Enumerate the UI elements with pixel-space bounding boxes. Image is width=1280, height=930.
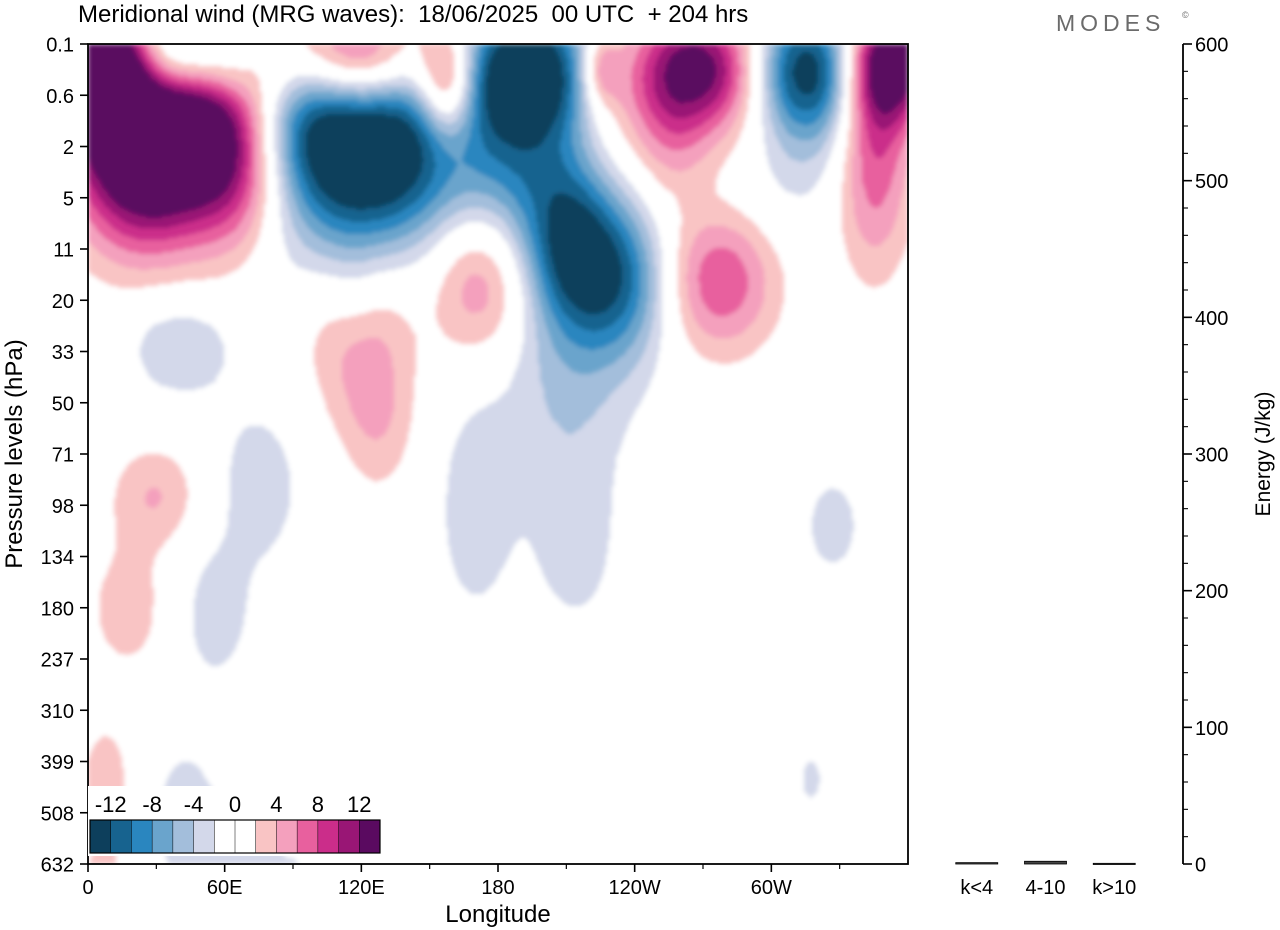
colorbar-swatch [255,820,277,853]
y-tick-label: 5 [63,188,74,210]
wind-field [88,44,908,864]
colorbar-label: 4 [270,792,282,817]
colorbar-swatch [317,820,339,853]
energy-tick-label: 200 [1195,581,1228,603]
energy-categories: k<4 4-10 k>10 [960,877,1136,899]
brand-mark: © [1182,10,1189,20]
energy-bars [955,860,1136,865]
x-axis-label: Longitude [445,901,550,928]
colorbar-swatch [110,820,132,853]
colorbar-swatch [276,820,298,853]
energy-panel: 0 100 200 300 400 500 600 k<4 4-10 k>10 Energy (… [955,35,1275,899]
energy-tick-label: 500 [1195,171,1228,193]
colorbar-swatch [193,820,215,853]
y-tick-label: 0.6 [46,86,74,108]
energy-bar [1024,860,1067,865]
colorbar-label: 8 [312,792,324,817]
colorbar-swatch [131,820,153,853]
colorbar-label: -12 [95,792,127,817]
colorbar-labels: -12 -8 -4 0 4 8 12 [95,792,372,817]
colorbar-swatch [152,820,174,853]
energy-tick-label: 400 [1195,308,1228,330]
chart-title: Meridional wind (MRG waves): 18/06/2025 … [78,1,748,28]
x-tick-label: 120E [338,877,385,899]
y-tick-label: 310 [41,701,74,723]
x-tick-label: 60W [751,877,792,899]
pressure-axis: 0.1 0.6 2 5 11 20 33 50 71 98 134 180 237 310 399 508 63… [41,35,88,877]
energy-tick-label: 0 [1195,855,1206,877]
energy-category-label: k<4 [960,877,993,899]
y-tick-label: 71 [52,445,74,467]
y-tick-label: 0.1 [46,35,74,57]
energy-tick-label: 300 [1195,445,1228,467]
y-axis-label: Pressure levels (hPa) [1,339,28,568]
longitude-axis: 0 60E 120E 180 120W 60W [82,864,841,899]
colorbar-label: -4 [184,792,204,817]
y-tick-label: 2 [63,137,74,159]
energy-tick-label: 100 [1195,718,1228,740]
y-tick-label: 50 [52,393,74,415]
y-tick-label: 180 [41,598,74,620]
x-tick-label: 120W [609,877,661,899]
wind-field-contours [88,44,908,864]
colorbar-swatch [359,820,381,853]
energy-axis: 0 100 200 300 400 500 600 [1183,35,1228,877]
y-tick-label: 98 [52,496,74,518]
colorbar-swatch [172,820,194,853]
y-tick-label: 632 [41,855,74,877]
energy-category-label: k>10 [1092,877,1136,899]
y-tick-label: 33 [52,342,74,364]
colorbar-swatch [297,820,319,853]
colorbar-swatch [338,820,360,853]
y-tick-label: 508 [41,803,74,825]
x-tick-label: 180 [481,877,514,899]
y-tick-label: 11 [53,240,74,262]
brand-logo: MODES [1056,10,1165,36]
colorbar-label: 12 [347,792,371,817]
colorbar-swatches [89,819,381,854]
y-tick-label: 237 [41,650,74,672]
energy-bar [1092,862,1136,865]
energy-category-label: 4-10 [1025,877,1065,899]
energy-axis-label: Energy (J/kg) [1252,392,1275,517]
colorbar-label: -8 [142,792,162,817]
colorbar-swatch [90,820,112,853]
x-tick-label: 60E [207,877,243,899]
energy-tick-label: 600 [1195,35,1228,57]
y-tick-label: 134 [41,547,74,569]
y-tick-label: 20 [52,291,74,313]
colorbar: -12 -8 -4 0 4 8 12 [88,786,384,856]
colorbar-label: 0 [229,792,241,817]
colorbar-swatch [214,820,236,853]
y-tick-label: 399 [41,752,74,774]
x-tick-label: 0 [82,877,93,899]
colorbar-swatch [235,820,257,853]
energy-bar [955,862,999,865]
